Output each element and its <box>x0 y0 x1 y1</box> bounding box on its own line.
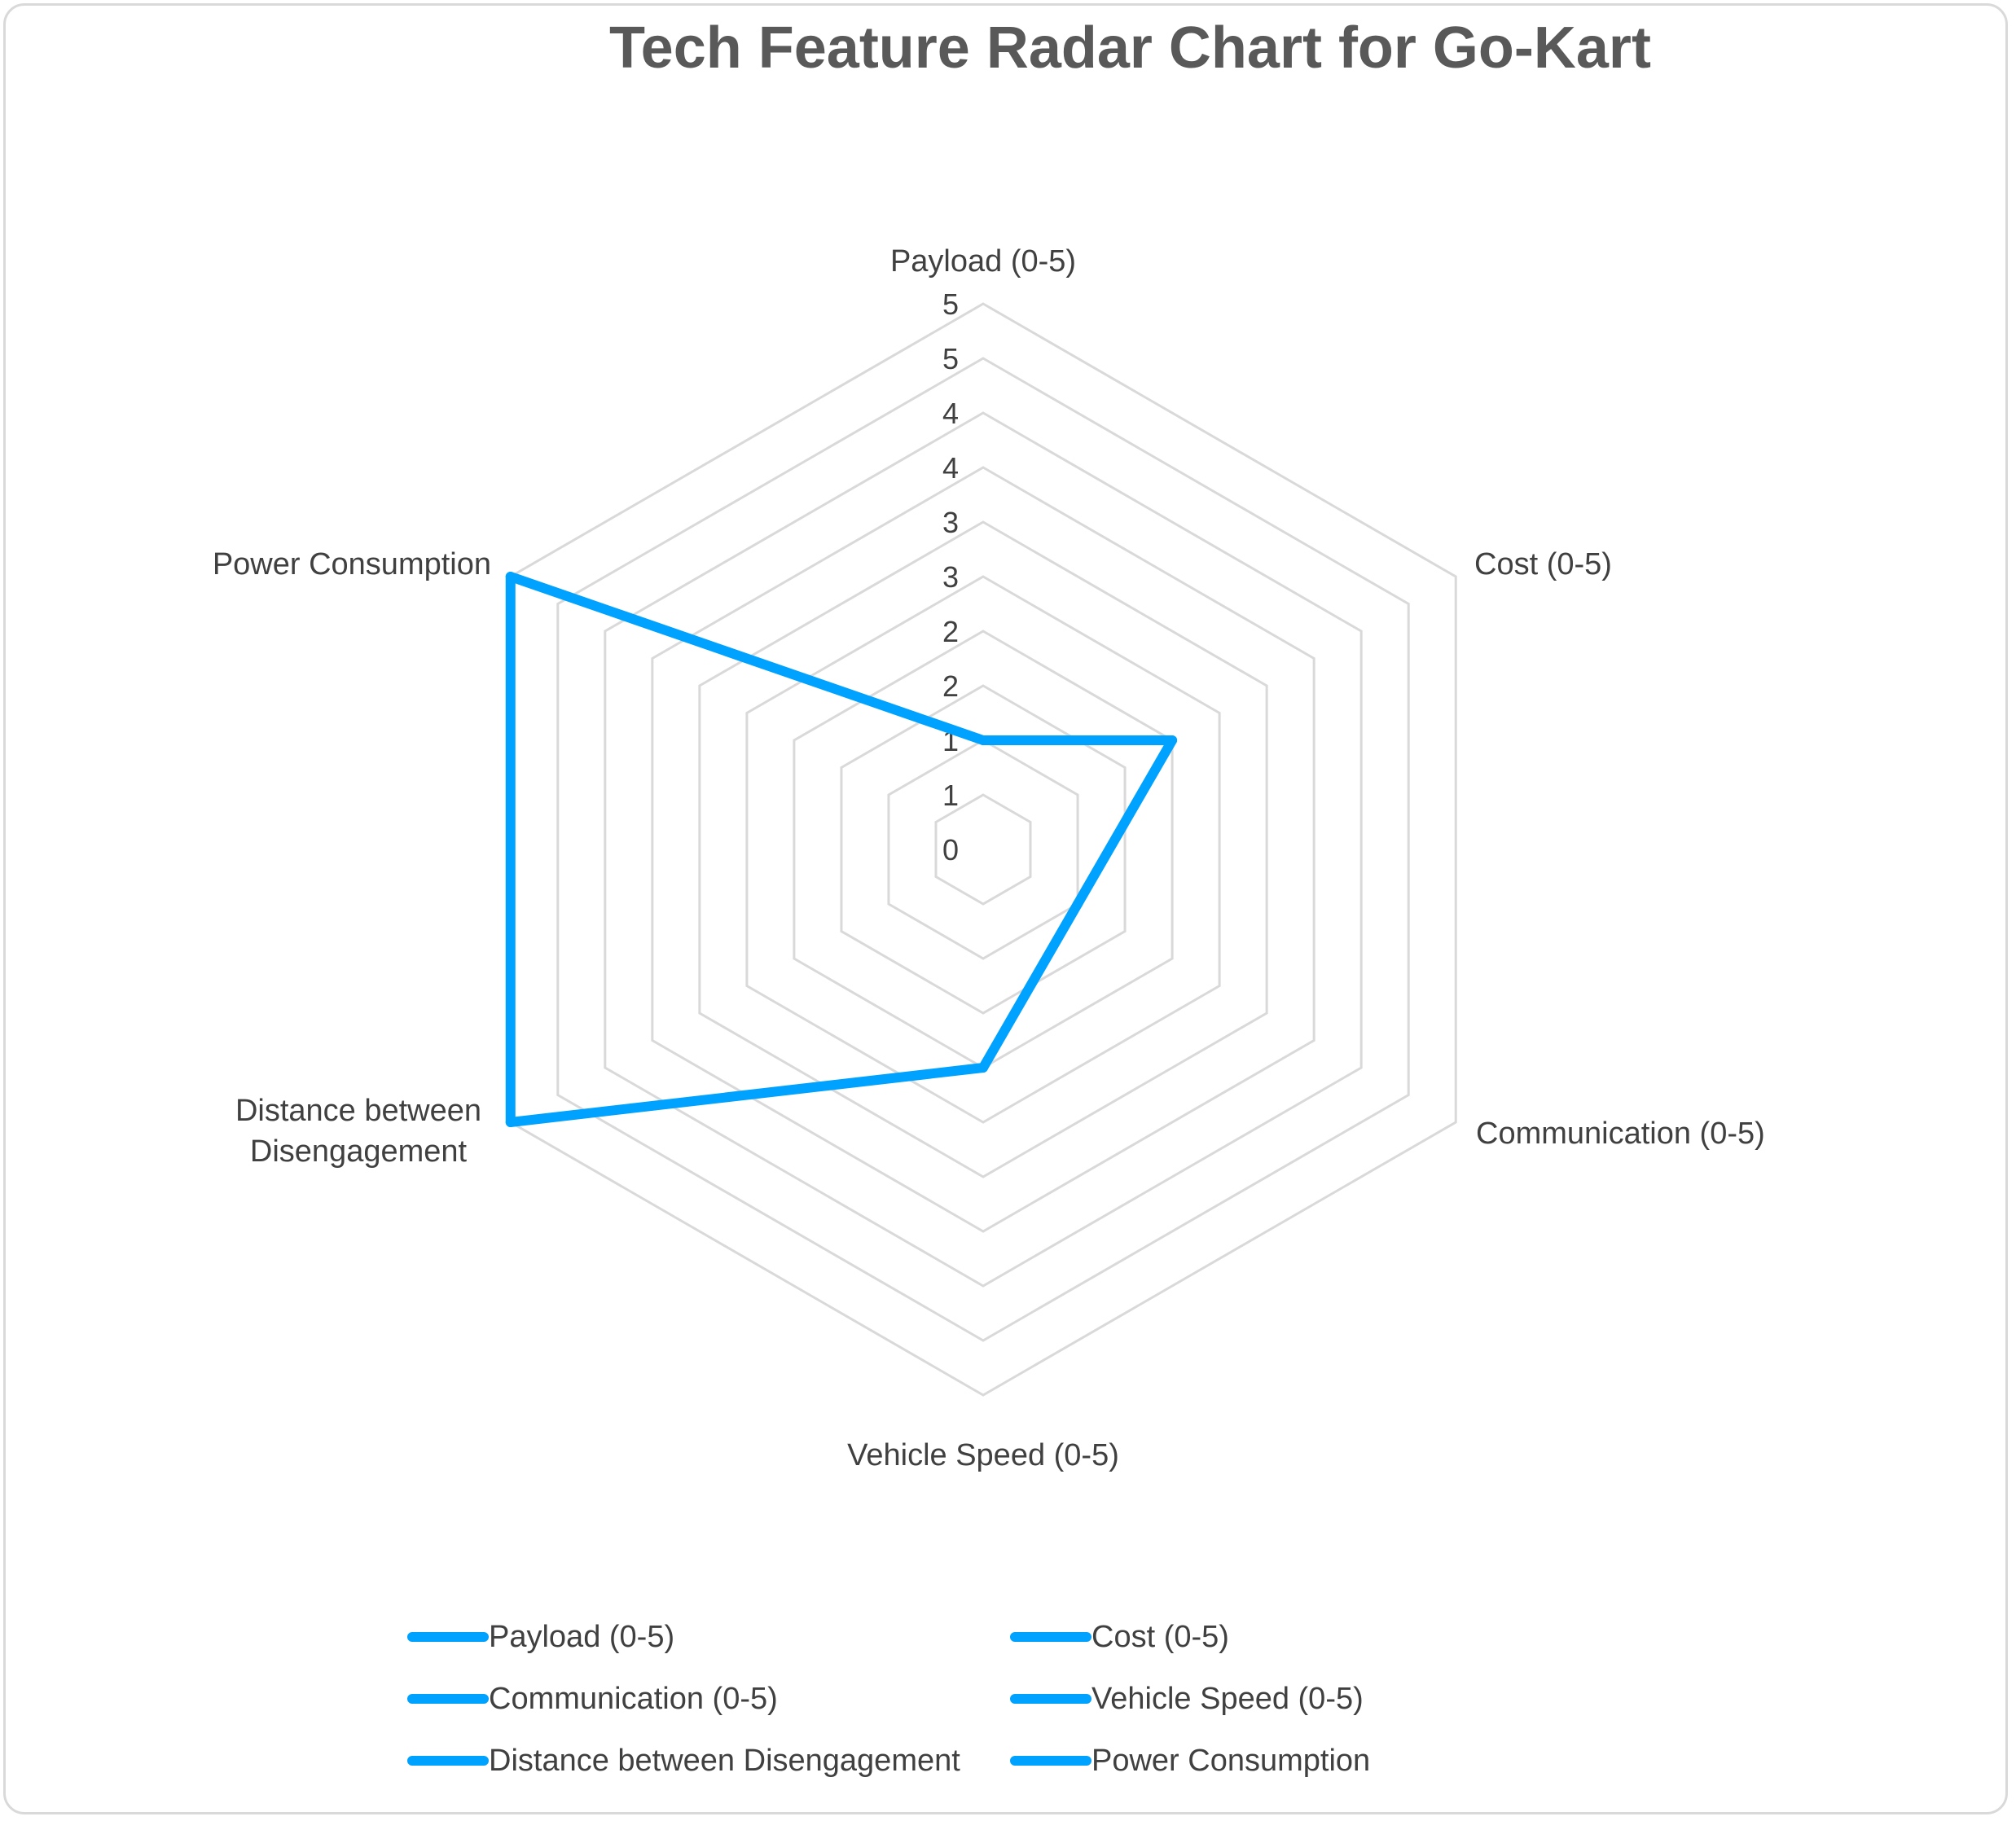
series-point <box>1073 899 1083 909</box>
legend-item: Distance between Disengagement <box>407 1740 960 1781</box>
series-point <box>505 572 516 581</box>
grid-ring <box>840 684 1127 1015</box>
legend-label: Distance between Disengagement <box>489 1743 960 1778</box>
axis-label-line: Disengagement <box>250 1134 468 1169</box>
legend-label: Cost (0-5) <box>1091 1619 1229 1654</box>
radial-tick-label: 2 <box>942 615 959 648</box>
axis-label-line: Payload (0-5) <box>890 244 1076 279</box>
axis-label: Power Consumption <box>213 547 491 581</box>
grid-ring <box>651 466 1315 1233</box>
legend-swatch <box>407 1694 489 1704</box>
radial-tick-label: 5 <box>942 287 959 321</box>
axis-label: Distance between Disengagement <box>235 1094 481 1169</box>
radial-tick-label: 4 <box>942 397 959 430</box>
legend-swatch <box>407 1756 489 1766</box>
legend-item: Cost (0-5) <box>1010 1617 1229 1657</box>
legend-item: Power Consumption <box>1010 1740 1370 1781</box>
axis-label: Communication (0-5) <box>1476 1117 1765 1151</box>
radial-tick-label: 2 <box>942 669 959 703</box>
radial-tick-label: 4 <box>942 451 959 485</box>
radial-tick-label: 3 <box>942 560 959 594</box>
legend-swatch <box>407 1632 489 1642</box>
legend-item: Communication (0-5) <box>407 1678 778 1719</box>
axis-label-line: Distance between <box>235 1094 481 1128</box>
legend-swatch <box>1010 1756 1091 1766</box>
grid-ring <box>698 520 1268 1178</box>
legend-swatch <box>1010 1632 1091 1642</box>
axis-label: Vehicle Speed (0-5) <box>847 1438 1119 1472</box>
data-series <box>505 572 1178 1127</box>
series-point <box>978 735 988 745</box>
axis-label: Cost (0-5) <box>1474 547 1612 581</box>
grid-ring <box>887 739 1079 960</box>
grid-ring <box>604 411 1363 1288</box>
grid-ring <box>556 357 1410 1342</box>
legend-swatch <box>1010 1694 1091 1704</box>
chart-title: Tech Feature Radar Chart for Go-Kart <box>609 15 1651 81</box>
radial-tick-label: 5 <box>942 342 959 375</box>
series-point <box>1167 735 1178 745</box>
axis-label: Payload (0-5) <box>890 244 1076 279</box>
radar-grid <box>509 302 1457 1397</box>
axis-labels: Payload (0-5) Cost (0-5) Communication (0-… <box>213 244 1765 1472</box>
legend-label: Power Consumption <box>1091 1743 1371 1778</box>
grid-ring <box>745 575 1221 1124</box>
series-point <box>978 1063 988 1073</box>
radial-tick-label: 3 <box>942 506 959 539</box>
axis-label-line: Cost (0-5) <box>1474 547 1612 581</box>
chart-frame <box>3 3 2008 1814</box>
axis-label-line: Power Consumption <box>213 547 491 581</box>
legend-label: Communication (0-5) <box>489 1681 778 1716</box>
legend-item: Vehicle Speed (0-5) <box>1010 1678 1364 1719</box>
legend-label: Vehicle Speed (0-5) <box>1091 1681 1364 1716</box>
axis-label-line: Communication (0-5) <box>1476 1117 1765 1151</box>
legend-label: Payload (0-5) <box>489 1619 675 1654</box>
radial-tick-label: 1 <box>942 779 959 812</box>
legend-item: Payload (0-5) <box>407 1617 674 1657</box>
grid-ring <box>934 793 1032 906</box>
radial-tick-label: 0 <box>942 833 959 867</box>
axis-label-line: Vehicle Speed (0-5) <box>847 1438 1119 1472</box>
series-point <box>505 1117 516 1127</box>
